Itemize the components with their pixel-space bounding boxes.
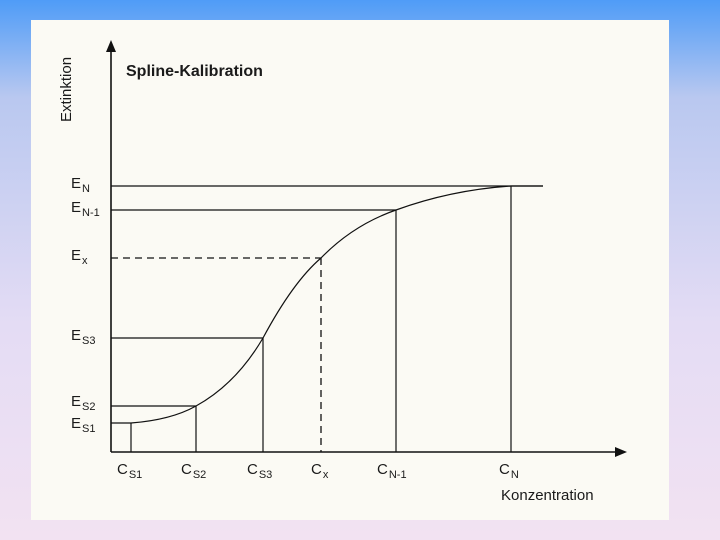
y-label-es1: ES1: [71, 415, 95, 435]
x-label-cs1: CS1: [117, 461, 142, 481]
y-label-es2: ES2: [71, 393, 95, 413]
y-label-es3: ES3: [71, 327, 95, 347]
y-axis-arrow: [106, 40, 116, 52]
figure-panel: Spline-Kalibration Extinktion Konzentrat…: [31, 20, 669, 520]
x-axis-label: Konzentration: [501, 487, 594, 504]
spline-calibration-diagram: Spline-Kalibration Extinktion Konzentrat…: [58, 40, 627, 504]
x-label-cs2: CS2: [181, 461, 206, 481]
x-label-cx: Cx: [311, 461, 329, 481]
x-label-cn: CN: [499, 461, 519, 481]
calibration-curve: [111, 185, 543, 424]
diagram-title: Spline-Kalibration: [126, 63, 263, 80]
x-axis-arrow: [615, 447, 627, 457]
x-label-cn-1: CN-1: [377, 461, 407, 481]
y-label-ex: Ex: [71, 247, 88, 267]
y-label-en-1: EN-1: [71, 199, 100, 219]
y-axis-label: Extinktion: [58, 57, 75, 122]
x-label-cs3: CS3: [247, 461, 272, 481]
y-label-en: EN: [71, 175, 90, 195]
